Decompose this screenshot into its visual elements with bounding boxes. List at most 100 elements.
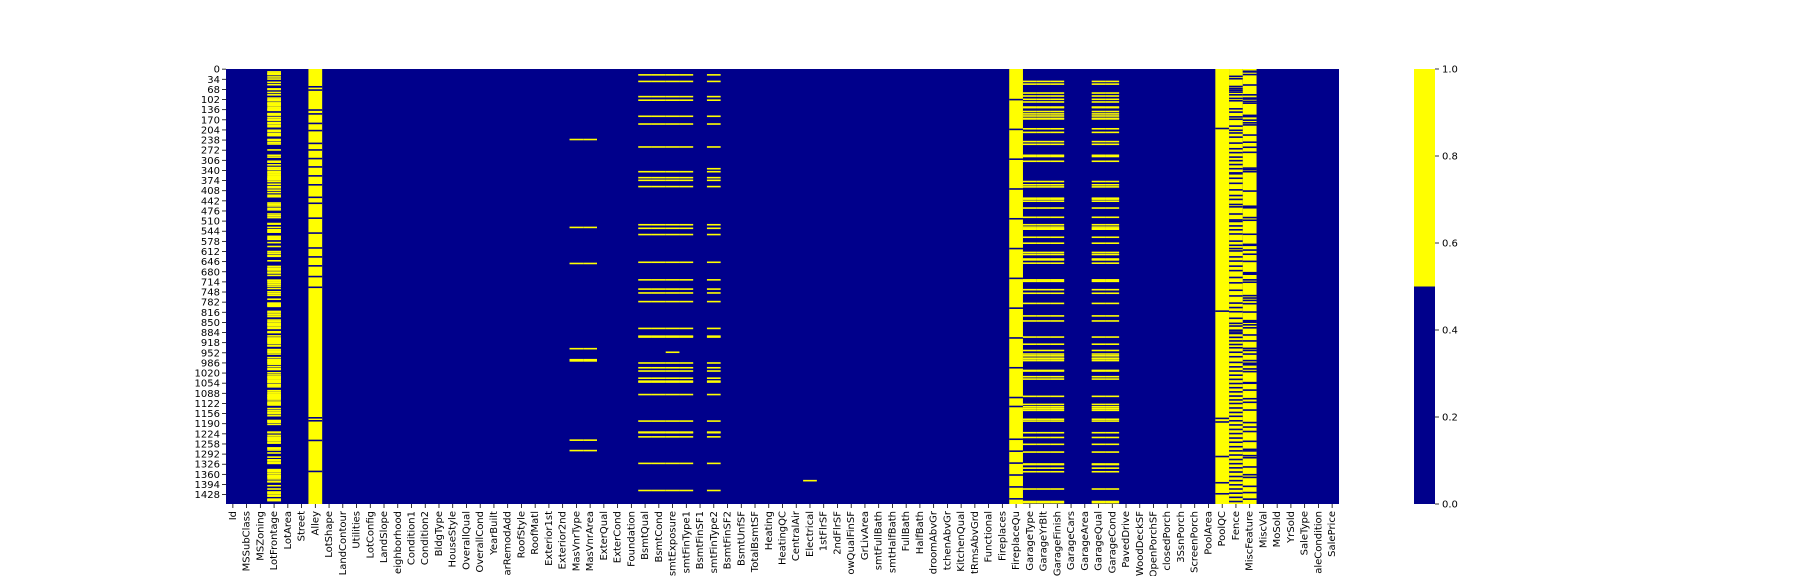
x-tick-label: RoofStyle (516, 511, 527, 558)
missing-mark (267, 436, 281, 438)
present-mark (1242, 216, 1257, 219)
missing-mark (665, 223, 680, 226)
missing-mark (651, 300, 666, 303)
missing-mark (1050, 160, 1065, 163)
missing-mark (267, 94, 281, 96)
y-tick-label: 170 (201, 115, 220, 126)
missing-mark (267, 342, 281, 345)
missing-mark (267, 337, 281, 339)
missing-mark (267, 238, 281, 241)
missing-mark (1036, 370, 1051, 372)
missing-mark (1036, 463, 1051, 466)
missing-mark (638, 185, 652, 188)
missing-mark (1091, 418, 1106, 421)
missing-mark (1091, 200, 1106, 202)
missing-mark (679, 292, 694, 294)
present-mark (1229, 402, 1243, 405)
missing-mark (267, 407, 281, 410)
y-tick-label: 680 (201, 267, 220, 278)
missing-mark (706, 95, 721, 98)
missing-mark (638, 99, 652, 101)
missing-mark (267, 393, 281, 395)
present-mark (308, 470, 323, 473)
missing-mark (1050, 451, 1065, 453)
missing-mark (267, 350, 281, 352)
x-tick-label: OverallCond (475, 511, 486, 573)
heatmap-column-LotFrontage (267, 71, 281, 502)
missing-mark (267, 420, 281, 422)
present-mark (1229, 156, 1243, 158)
x-tick-label: MiscVal (1258, 511, 1269, 548)
missing-mark (267, 91, 281, 94)
present-mark (1009, 405, 1023, 408)
x-axis: Id MSSubClass MSZoning LotFrontage LotArea St… (228, 504, 1338, 576)
present-mark (1229, 198, 1243, 201)
missing-mark (1091, 501, 1106, 504)
missing-mark (1022, 500, 1037, 503)
x-tick-label: Alley (310, 511, 321, 536)
missing-mark (651, 80, 666, 83)
missing-mark (267, 381, 281, 384)
missing-mark (267, 412, 281, 415)
missing-mark (1105, 258, 1120, 260)
missing-mark (1036, 375, 1051, 378)
missing-mark (1036, 467, 1051, 469)
present-mark (1009, 462, 1023, 464)
missing-mark (1036, 98, 1051, 101)
missing-mark (1091, 184, 1106, 186)
missing-mark (267, 281, 281, 284)
missing-mark (679, 74, 694, 76)
missing-mark (1022, 315, 1037, 317)
x-tick-label: eighborhood (393, 511, 404, 574)
present-mark (1229, 125, 1243, 127)
x-tick-label: tRmsAbvGrd (970, 511, 981, 574)
present-mark (308, 157, 323, 160)
missing-mark (267, 203, 281, 206)
missing-mark (1036, 436, 1051, 439)
present-mark (1242, 141, 1257, 144)
x-tick-label: tchenAbvGr (942, 510, 953, 570)
x-tick-label: LotFrontage (269, 511, 280, 570)
missing-mark (1091, 403, 1106, 406)
present-mark (308, 256, 323, 258)
missing-mark (665, 261, 680, 264)
missing-mark (1105, 470, 1120, 473)
x-tick-label: TotalBsmtSF (750, 511, 761, 573)
missing-mark (651, 489, 666, 492)
missing-mark (638, 123, 652, 125)
present-mark (1242, 440, 1257, 443)
missing-mark (1050, 470, 1065, 473)
present-mark (1229, 391, 1243, 393)
missing-mark (267, 459, 281, 462)
missing-mark (651, 227, 666, 230)
missing-mark (267, 121, 281, 124)
missing-mark (1036, 420, 1051, 422)
missing-mark (1105, 92, 1120, 94)
missing-mark (1105, 315, 1120, 317)
missing-mark (665, 362, 680, 364)
missing-mark (267, 149, 281, 151)
y-tick-label: 68 (207, 85, 220, 96)
present-mark (1229, 177, 1243, 180)
missing-mark (267, 340, 281, 343)
present-mark (1229, 89, 1243, 92)
missing-mark (665, 292, 680, 294)
missing-mark (267, 292, 281, 295)
y-tick-label: 238 (201, 136, 220, 147)
missing-mark (1050, 436, 1065, 439)
missing-mark (1036, 106, 1051, 109)
missing-mark (267, 104, 281, 107)
heatmap-column-GarageQual (1091, 80, 1106, 504)
heatmap-column-MasVnrType (569, 138, 584, 452)
present-mark (1242, 311, 1257, 313)
missing-mark (1036, 207, 1051, 209)
missing-mark (1091, 288, 1106, 291)
missing-mark (1105, 302, 1120, 305)
missing-mark (267, 341, 281, 343)
present-mark (1229, 343, 1243, 346)
x-tick-label: PoolQC (1217, 511, 1228, 547)
present-mark (1229, 189, 1243, 191)
missing-mark (651, 223, 666, 226)
missing-mark (1050, 198, 1065, 200)
y-tick-label: 1190 (195, 419, 220, 430)
